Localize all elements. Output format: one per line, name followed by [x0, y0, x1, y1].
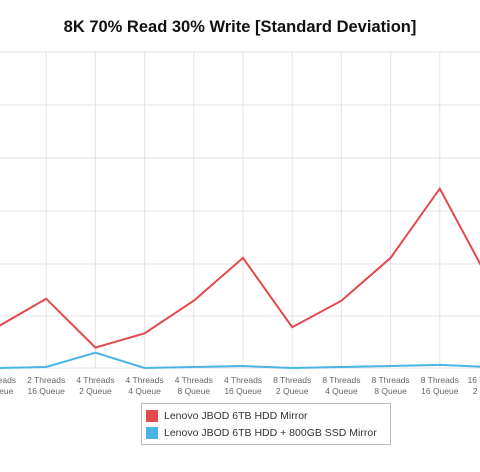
x-tick-label: 16 Queue: [224, 386, 262, 396]
x-tick-label: 2 Queue: [473, 386, 480, 396]
x-tick-label: 8 Threads: [273, 375, 311, 385]
legend-swatch-hdd-ssd: [146, 426, 158, 439]
x-tick-label: 4 Threads: [126, 375, 164, 385]
x-tick-label: 2 Queue: [276, 386, 309, 396]
series-line-1[interactable]: [0, 351, 480, 370]
x-tick-label: 8 Queue: [374, 386, 407, 396]
legend-item-hdd[interactable]: Lenovo JBOD 6TB HDD Mirror: [146, 407, 386, 424]
grid: [0, 51, 480, 369]
x-tick-label: 16 Queue: [421, 386, 459, 396]
legend: Lenovo JBOD 6TB HDD Mirror Lenovo JBOD 6…: [141, 403, 391, 445]
legend-label-hdd: Lenovo JBOD 6TB HDD Mirror: [164, 409, 308, 422]
x-tick-label: 4 Queue: [325, 386, 358, 396]
series-lines: [0, 186, 480, 370]
x-tick-label: 8 Threads: [372, 375, 410, 385]
x-tick-label: 16 Queue: [28, 386, 66, 396]
legend-item-hdd-ssd[interactable]: Lenovo JBOD 6TB HDD + 800GB SSD Mirror: [146, 424, 386, 441]
x-tick-label: 4 Threads: [175, 375, 213, 385]
x-tick-label: 4 Threads: [76, 375, 114, 385]
legend-label-hdd-ssd: Lenovo JBOD 6TB HDD + 800GB SSD Mirror: [164, 426, 377, 439]
x-tick-label: 2 Threads: [0, 375, 16, 385]
x-tick-label: 16 Threads: [468, 375, 480, 385]
x-tick-label: 2 Queue: [0, 386, 14, 396]
x-tick-label: 4 Threads: [224, 375, 262, 385]
x-tick-label: 8 Threads: [421, 375, 459, 385]
series-line-0[interactable]: [0, 186, 480, 349]
x-tick-label: 4 Queue: [128, 386, 161, 396]
x-tick-label: 8 Threads: [322, 375, 360, 385]
x-tick-label: 2 Queue: [79, 386, 112, 396]
x-tick-label: 8 Queue: [177, 386, 210, 396]
legend-swatch-hdd: [146, 409, 158, 422]
x-tick-label: 2 Threads: [27, 375, 65, 385]
chart-title: 8K 70% Read 30% Write [Standard Deviatio…: [63, 18, 417, 36]
